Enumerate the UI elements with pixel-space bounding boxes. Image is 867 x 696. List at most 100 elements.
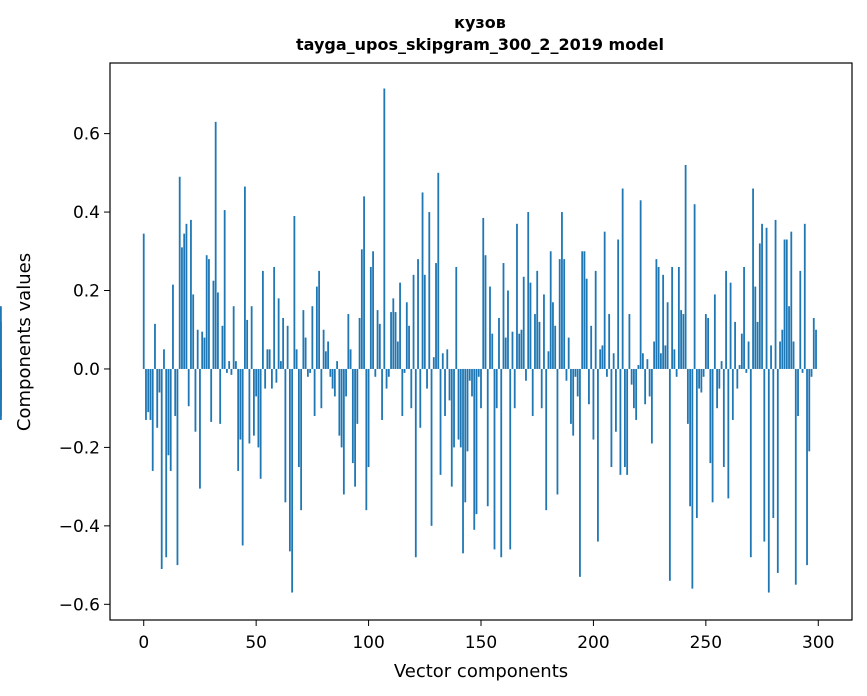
bar-296 [808,368,811,452]
bar-167 [518,333,521,369]
bar-275 [761,223,763,369]
bar-142 [462,368,464,554]
bar-29 [208,259,210,369]
bar-96 [358,317,361,369]
bar-247 [698,368,701,389]
bar-168 [520,329,523,369]
bar-126 [426,368,428,389]
bar-239 [680,310,683,369]
bar-10 [165,368,168,558]
bar-236 [673,349,676,369]
bar-110 [390,312,392,369]
bar-4 [151,368,154,471]
bar-128 [430,368,433,526]
bar-120 [412,274,415,369]
bar-220 [637,365,640,369]
bar-129 [432,357,435,369]
bar-187 [563,259,566,369]
bar-94 [354,368,356,487]
bar-267 [743,266,745,369]
bar-54 [264,368,267,389]
bar-199 [590,325,593,369]
bar-256 [718,368,721,389]
bar-51 [257,368,260,448]
bar-272 [754,286,757,369]
bar-183 [554,325,557,369]
bar-157 [495,368,498,409]
bar-130 [435,263,437,369]
bar-196 [583,251,586,369]
bar-169 [522,276,525,369]
bar-280 [772,368,775,519]
bar-224 [646,359,649,369]
bar-88 [340,368,343,448]
bar-249 [702,368,705,377]
bar-177 [540,368,543,409]
bar-28 [205,255,208,369]
bar-87 [338,368,341,436]
bar-145 [468,368,471,381]
bar-235 [671,266,674,369]
bar-62 [282,317,285,369]
bar-266 [740,333,743,369]
bar-52 [259,368,262,479]
y-tick-label: 0.0 [73,360,100,380]
y-tick-label: 0.6 [73,125,100,145]
bar-23 [194,368,197,432]
bar-237 [675,368,678,377]
bar-102 [372,251,374,369]
bar-72 [304,337,307,369]
bar-278 [767,368,770,593]
bar-248 [700,368,703,393]
bar-231 [662,274,665,369]
bar-83 [329,368,332,377]
bar-22 [192,294,195,369]
bar-140 [457,368,460,440]
bar-192 [574,368,577,377]
bar-147 [473,368,476,530]
bar-76 [313,368,316,417]
bar-27 [203,337,206,369]
bar-series [0,88,817,593]
bar-203 [599,349,602,369]
bar-163 [509,368,512,550]
bar-56 [268,349,271,369]
bar-13 [172,284,174,369]
bar-17 [181,247,183,369]
bar-92 [349,349,352,369]
bar-263 [734,321,736,369]
bar-139 [455,266,458,369]
bar-47 [248,368,251,444]
bar-131 [437,172,440,369]
bar-291 [797,368,799,417]
bar-164 [511,331,514,369]
bar-217 [630,368,633,385]
bar-286 [785,239,788,369]
bar-259 [725,270,727,369]
bar-208 [610,368,613,468]
bar-46 [246,319,249,369]
bar-9 [163,349,165,369]
bar-273 [756,321,759,369]
bar-172 [529,282,532,369]
bar-39 [230,368,233,375]
bar-189 [567,337,570,369]
bar-274 [758,243,761,369]
bar-282 [776,368,779,573]
bar-297 [810,368,813,377]
bar-86 [336,361,338,369]
bar-74 [309,368,312,373]
bar-6 [156,368,159,428]
bar-43 [239,368,242,440]
bar-44 [241,368,244,546]
bar-153 [486,368,489,507]
bar-59 [275,368,278,383]
bar-175 [536,270,539,369]
bar-117 [405,302,408,369]
bar-40 [232,306,235,369]
bar-135 [446,349,449,369]
bar-254 [713,294,716,369]
bar-116 [403,368,406,373]
bar-198 [588,368,590,405]
